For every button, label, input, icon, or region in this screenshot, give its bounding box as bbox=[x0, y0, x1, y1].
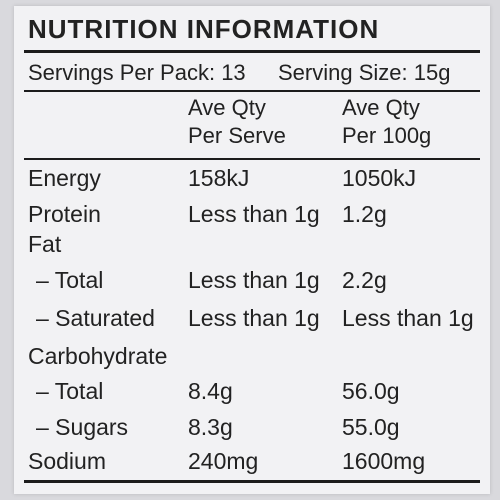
per-100g-value: 1600mg bbox=[342, 448, 426, 474]
table-row: Energy 158kJ 1050kJ bbox=[28, 162, 488, 194]
per-serve-value: Less than 1g bbox=[188, 201, 320, 227]
nutrient-name: – Sugars bbox=[36, 414, 129, 440]
per-100g-value: 1.2g bbox=[342, 201, 387, 227]
nutrient-name: – Total bbox=[36, 378, 104, 404]
table-row: Sodium 240mg 1600mg bbox=[28, 445, 488, 477]
per-serve-value: 240mg bbox=[188, 448, 259, 474]
table-row: – Sugars 8.3g 55.0g bbox=[28, 411, 488, 443]
per-serve-value: Less than 1g bbox=[188, 305, 320, 331]
table-row: Protein Less than 1g 1.2g bbox=[28, 198, 488, 230]
per-100g-value: Less than 1g bbox=[342, 305, 474, 331]
per-100g-value: 55.0g bbox=[342, 414, 400, 440]
nutrition-panel: NUTRITION INFORMATION Servings Per Pack:… bbox=[14, 6, 490, 494]
per-100g-value: 2.2g bbox=[342, 267, 387, 293]
header-per-100g: Ave Qty Per 100g bbox=[342, 94, 431, 150]
nutrient-name: Energy bbox=[28, 165, 101, 191]
per-serve-value: Less than 1g bbox=[188, 267, 320, 293]
table-row: – Saturated Less than 1g Less than 1g bbox=[28, 302, 488, 334]
panel-title: NUTRITION INFORMATION bbox=[28, 14, 380, 44]
nutrient-name: Fat bbox=[28, 231, 62, 257]
table-row: – Total Less than 1g 2.2g bbox=[28, 264, 488, 296]
table-row: – Total 8.4g 56.0g bbox=[28, 375, 488, 407]
serving-size: Serving Size: 15g bbox=[278, 60, 451, 85]
nutrient-name: – Total bbox=[36, 267, 104, 293]
per-serve-value: 8.3g bbox=[188, 414, 233, 440]
title-divider bbox=[24, 50, 480, 53]
bottom-divider bbox=[24, 480, 480, 483]
servings-divider bbox=[24, 90, 480, 92]
header-per-serve-line1: Ave Qty bbox=[188, 95, 266, 120]
nutrient-name: Carbohydrate bbox=[28, 343, 168, 369]
nutrient-name: Sodium bbox=[28, 448, 106, 474]
servings-line: Servings Per Pack: 13 Serving Size: 15g bbox=[28, 60, 450, 86]
nutrient-name: – Saturated bbox=[36, 305, 155, 331]
per-serve-value: 8.4g bbox=[188, 378, 233, 404]
per-100g-value: 1050kJ bbox=[342, 165, 417, 191]
table-row: Carbohydrate bbox=[28, 340, 488, 372]
table-row: Fat bbox=[28, 228, 488, 260]
header-per-serve: Ave Qty Per Serve bbox=[188, 94, 286, 150]
servings-per-pack: Servings Per Pack: 13 bbox=[28, 60, 246, 85]
per-serve-value: 158kJ bbox=[188, 165, 250, 191]
header-per-serve-line2: Per Serve bbox=[188, 123, 286, 148]
nutrient-name: Protein bbox=[28, 201, 101, 227]
per-100g-value: 56.0g bbox=[342, 378, 400, 404]
header-per-100g-line1: Ave Qty bbox=[342, 95, 420, 120]
header-per-100g-line2: Per 100g bbox=[342, 123, 432, 148]
header-divider bbox=[24, 158, 480, 160]
